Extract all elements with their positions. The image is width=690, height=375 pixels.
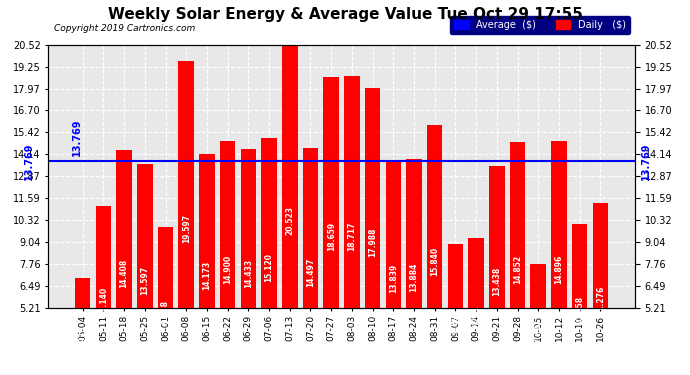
Bar <box>96 206 111 375</box>
Text: 13.769: 13.769 <box>641 142 651 180</box>
Text: 18.717: 18.717 <box>347 222 357 251</box>
Text: 10.058: 10.058 <box>575 296 584 325</box>
Text: 14.497: 14.497 <box>306 258 315 287</box>
Bar <box>199 154 215 375</box>
Text: 15.120: 15.120 <box>264 253 273 282</box>
Text: 13.769: 13.769 <box>23 142 34 180</box>
Text: 9.261: 9.261 <box>472 306 481 329</box>
Bar <box>262 138 277 375</box>
Bar <box>448 244 463 375</box>
Legend: Average  ($), Daily   ($): Average ($), Daily ($) <box>450 16 630 33</box>
Text: 14.896: 14.896 <box>555 255 564 284</box>
Text: 13.884: 13.884 <box>410 263 419 292</box>
Bar <box>179 61 194 375</box>
Text: 14.900: 14.900 <box>223 255 232 284</box>
Bar <box>510 142 525 375</box>
Bar <box>303 148 318 375</box>
Text: 14.852: 14.852 <box>513 255 522 284</box>
Bar <box>593 204 608 375</box>
Bar <box>469 238 484 375</box>
Text: 14.433: 14.433 <box>244 258 253 288</box>
Text: 14.408: 14.408 <box>119 259 128 288</box>
Bar <box>241 149 256 375</box>
Text: 8.893: 8.893 <box>451 309 460 333</box>
Bar <box>572 224 587 375</box>
Text: 6.914: 6.914 <box>78 326 87 350</box>
Text: 13.769: 13.769 <box>72 118 82 156</box>
Bar <box>75 278 90 375</box>
Bar <box>324 77 339 375</box>
Bar <box>386 159 401 375</box>
Text: 18.659: 18.659 <box>326 222 336 251</box>
Text: Weekly Solar Energy & Average Value Tue Oct 29 17:55: Weekly Solar Energy & Average Value Tue … <box>108 8 582 22</box>
Text: 13.597: 13.597 <box>140 266 149 295</box>
Text: 15.840: 15.840 <box>431 246 440 276</box>
Text: 20.523: 20.523 <box>285 206 294 236</box>
Text: 19.597: 19.597 <box>181 214 190 243</box>
Bar <box>117 150 132 375</box>
Bar <box>220 141 235 375</box>
Bar <box>344 76 359 375</box>
Bar <box>489 166 504 375</box>
Bar <box>406 159 422 375</box>
Text: 9.928: 9.928 <box>161 300 170 324</box>
Text: 14.173: 14.173 <box>202 261 211 290</box>
Text: 17.988: 17.988 <box>368 228 377 257</box>
Bar <box>137 164 152 375</box>
Text: 11.140: 11.140 <box>99 287 108 316</box>
Text: 13.839: 13.839 <box>389 264 398 293</box>
Bar <box>365 88 380 375</box>
Bar <box>282 45 297 375</box>
Text: 7.722: 7.722 <box>534 319 543 343</box>
Text: 13.438: 13.438 <box>493 267 502 296</box>
Bar <box>551 141 566 375</box>
Bar <box>427 125 442 375</box>
Bar <box>158 226 173 375</box>
Text: 11.276: 11.276 <box>596 285 605 315</box>
Text: Copyright 2019 Cartronics.com: Copyright 2019 Cartronics.com <box>55 24 195 33</box>
Bar <box>531 264 546 375</box>
